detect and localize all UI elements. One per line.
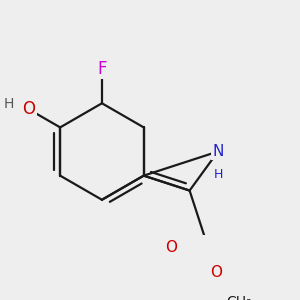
Text: F: F <box>97 59 107 77</box>
Text: H: H <box>4 97 14 111</box>
Text: N: N <box>212 144 224 159</box>
Text: O: O <box>166 240 178 255</box>
Text: O: O <box>210 265 222 280</box>
Text: O: O <box>22 100 35 118</box>
Text: H: H <box>213 168 223 181</box>
Text: CH₃: CH₃ <box>226 295 252 300</box>
